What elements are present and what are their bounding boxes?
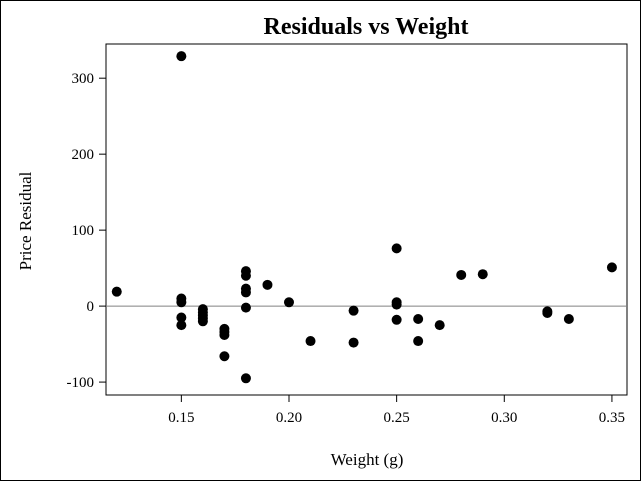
x-tick-label: 0.15 xyxy=(168,410,194,426)
data-point xyxy=(197,316,208,327)
data-point xyxy=(348,305,359,316)
data-point xyxy=(240,270,251,281)
x-tick-label: 0.30 xyxy=(491,410,517,426)
y-tick-label: -100 xyxy=(67,375,95,391)
data-point xyxy=(456,269,467,280)
data-point xyxy=(176,297,187,308)
data-point xyxy=(348,337,359,348)
data-point xyxy=(434,320,445,331)
data-point xyxy=(219,329,230,340)
x-tick-label: 0.20 xyxy=(276,410,302,426)
data-point xyxy=(542,307,553,318)
data-point xyxy=(176,312,187,323)
y-axis-label: Price Residual xyxy=(16,171,35,270)
data-point xyxy=(413,314,424,325)
data-point xyxy=(477,269,488,280)
x-axis-label: Weight (g) xyxy=(331,450,404,469)
data-point xyxy=(111,286,122,297)
y-tick-label: 200 xyxy=(72,147,95,163)
data-point xyxy=(391,243,402,254)
y-tick-label: 100 xyxy=(72,223,95,239)
data-point xyxy=(240,302,251,313)
x-tick-label: 0.35 xyxy=(599,410,625,426)
data-point xyxy=(391,299,402,310)
y-tick-label: 0 xyxy=(87,299,95,315)
x-tick-label: 0.25 xyxy=(384,410,410,426)
data-point xyxy=(391,314,402,325)
y-tick-label: 300 xyxy=(72,71,95,87)
data-point xyxy=(283,297,294,308)
plot-area: 0.15 0.20 0.25 0.30 0.35 -100 0 100 200 300 xyxy=(67,43,628,426)
data-point xyxy=(606,262,617,273)
plot-border xyxy=(105,43,628,396)
data-point xyxy=(305,336,316,347)
data-point xyxy=(240,287,251,298)
data-point xyxy=(240,373,251,384)
data-point xyxy=(176,51,187,62)
chart-title: Residuals vs Weight xyxy=(264,14,469,40)
data-point xyxy=(413,336,424,347)
data-point xyxy=(176,320,187,331)
data-point xyxy=(262,279,273,290)
data-point xyxy=(219,351,230,362)
data-point xyxy=(563,314,574,325)
